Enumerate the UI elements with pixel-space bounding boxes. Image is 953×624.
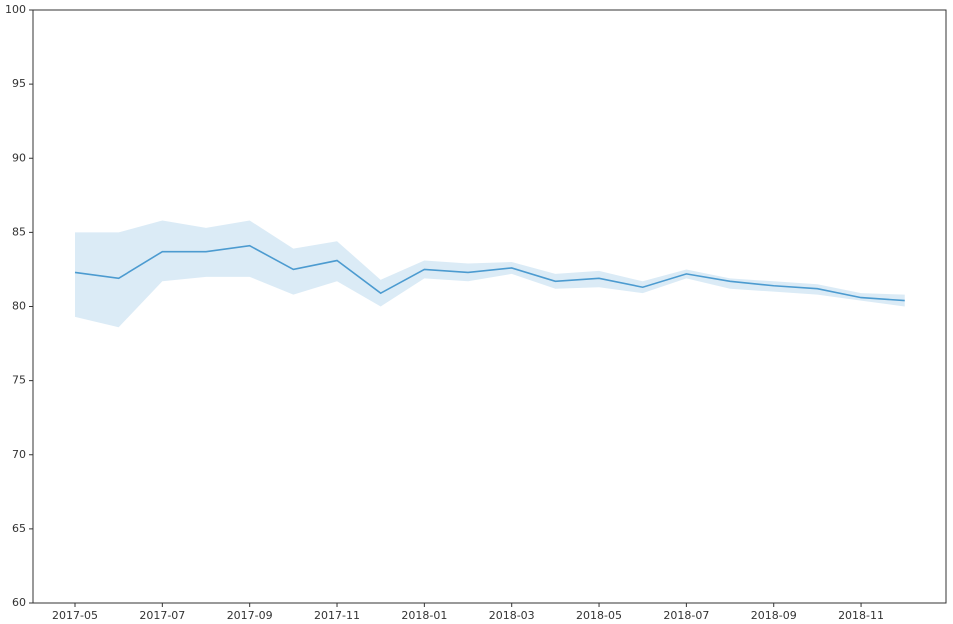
x-tick-label: 2018-05 [576, 609, 622, 622]
x-tick-label: 2018-11 [838, 609, 884, 622]
x-tick-label: 2018-09 [751, 609, 797, 622]
x-tick-label: 2018-03 [489, 609, 535, 622]
x-tick-label: 2018-01 [401, 609, 447, 622]
y-tick-label: 60 [12, 596, 26, 609]
y-tick-label: 100 [5, 3, 26, 16]
x-tick-label: 2017-09 [227, 609, 273, 622]
x-tick-label: 2017-07 [139, 609, 185, 622]
confidence-band [75, 220, 905, 328]
y-tick-label: 80 [12, 300, 26, 313]
y-tick-label: 75 [12, 374, 26, 387]
y-tick-label: 70 [12, 448, 26, 461]
x-tick-label: 2017-11 [314, 609, 360, 622]
y-tick-label: 90 [12, 151, 26, 164]
plot-frame [32, 9, 947, 604]
y-tick-label: 85 [12, 225, 26, 238]
x-tick-label: 2018-07 [663, 609, 709, 622]
y-tick-label: 65 [12, 522, 26, 535]
y-tick-label: 95 [12, 77, 26, 90]
line [74, 244, 905, 302]
x-tick-label: 2017-05 [52, 609, 98, 622]
